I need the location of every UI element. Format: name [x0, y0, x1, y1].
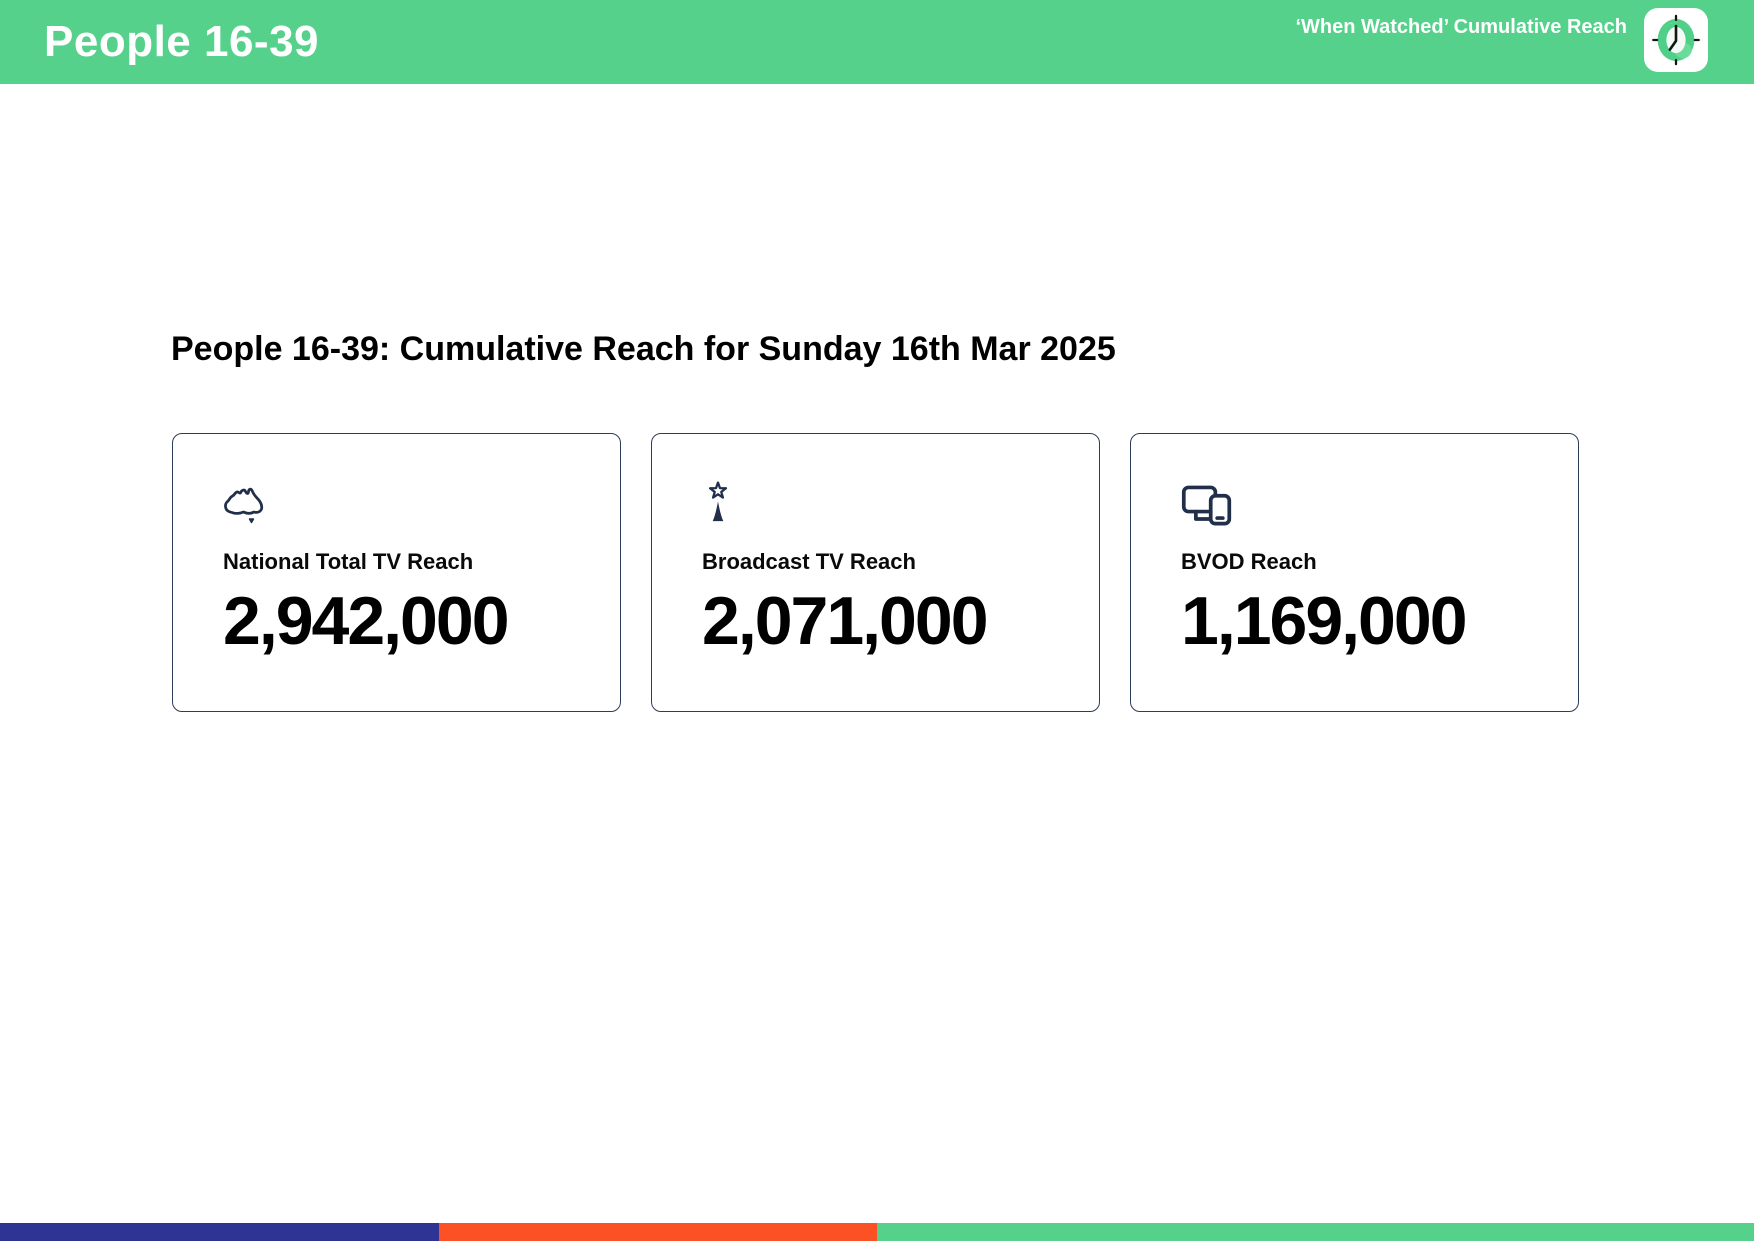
- clock-icon-graphic: [1652, 14, 1700, 66]
- card-label: BVOD Reach: [1181, 549, 1317, 574]
- card-broadcast-tv-reach: Broadcast TV Reach 2,071,000: [651, 433, 1100, 712]
- kpi-cards-row: National Total TV Reach 2,942,000 Broadc…: [172, 433, 1579, 712]
- header-bar: People 16-39 ‘When Watched’ Cumulative R…: [0, 0, 1754, 84]
- australia-map-icon: [223, 481, 590, 528]
- footer-green-segment: [877, 1223, 1754, 1241]
- card-national-total-tv-reach: National Total TV Reach 2,942,000: [172, 433, 621, 712]
- header-right-group: ‘When Watched’ Cumulative Reach: [1295, 8, 1708, 74]
- report-type-label: ‘When Watched’ Cumulative Reach: [1295, 15, 1627, 38]
- devices-icon: [1181, 481, 1548, 528]
- card-value: 1,169,000: [1181, 583, 1468, 659]
- page-title: People 16-39: [44, 17, 320, 66]
- footer-blue-segment: [0, 1223, 439, 1241]
- footer-brand-bar: [0, 1223, 1754, 1241]
- card-value: 2,071,000: [702, 583, 989, 659]
- card-label: National Total TV Reach: [223, 549, 474, 574]
- footer-orange-segment: [438, 1223, 877, 1241]
- card-value: 2,942,000: [223, 583, 510, 659]
- card-label: Broadcast TV Reach: [702, 549, 916, 574]
- clock-icon: [1644, 8, 1708, 72]
- card-bvod-reach: BVOD Reach 1,169,000: [1130, 433, 1579, 712]
- report-heading: People 16-39: Cumulative Reach for Sunda…: [171, 330, 1116, 368]
- broadcast-tower-icon: [702, 481, 1069, 528]
